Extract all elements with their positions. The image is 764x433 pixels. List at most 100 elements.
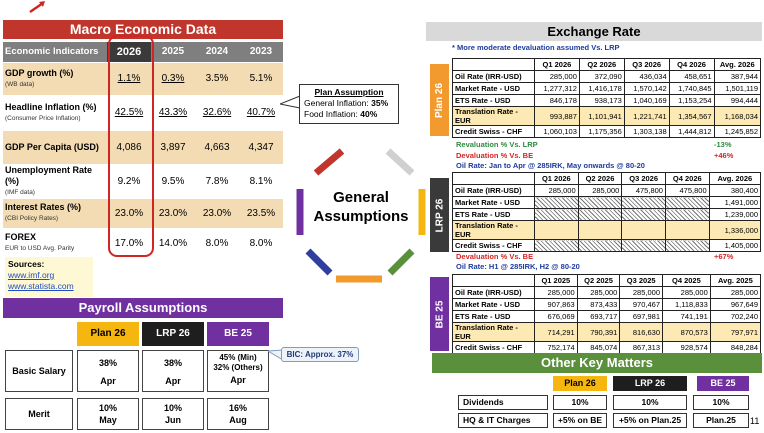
cell: 285,000 — [709, 286, 762, 299]
value: Aug — [229, 415, 247, 425]
side-label: BE 25 — [434, 300, 446, 328]
cell: Q4 2026 — [668, 58, 715, 71]
cell: 1,153,254 — [668, 94, 715, 107]
cell: 790,391 — [576, 322, 621, 342]
lrp-caption: Oil Rate: Jan to Apr @ 285IRK, May onwar… — [456, 161, 645, 170]
cell: 848,284 — [709, 341, 762, 354]
fx-side-be25: BE 25 — [430, 277, 449, 351]
fx-table-lrp26: Q1 2026 Q2 2026 Q3 2026 Q4 2026 Avg. 2026 Oi… — [452, 172, 762, 252]
cell: 285,000 — [534, 70, 580, 83]
cell: Avg. 2026 — [708, 172, 762, 185]
cell: 1,336,000 — [708, 220, 762, 240]
cell: Q2 2026 — [578, 58, 625, 71]
cell — [534, 208, 579, 221]
macro-table: Economic Indicators 2026 2025 2024 2023 … — [3, 42, 283, 259]
row-label: Oil Rate (IRR-USD) — [452, 70, 535, 83]
okm-cell: 10% — [553, 395, 607, 410]
sources-box: Sources: www.imf.org www.statista.com — [5, 257, 93, 297]
table-row: Credit Swiss - CHF 1,060,103 1,175,356 1,30… — [452, 125, 761, 138]
row-sub: EUR to USD Avg. Parity — [5, 245, 75, 252]
okm-cell: Plan.25 — [693, 413, 749, 428]
cell: 907,863 — [534, 298, 578, 311]
table-row: Credit Swiss - CHF 752,174 845,074 867,313 9… — [452, 341, 762, 354]
row-label: Translation Rate - EUR — [452, 220, 535, 240]
cell: 1,168,034 — [713, 106, 761, 126]
cell: 3.5% — [195, 62, 239, 96]
value: 38% — [163, 358, 182, 368]
cell: 870,573 — [662, 322, 711, 342]
cell: 1,416,178 — [578, 82, 625, 95]
plan-assumption-title: Plan Assumption — [314, 87, 384, 97]
cell: 4,086 — [107, 130, 151, 165]
cell: 1.1% — [107, 62, 151, 96]
be-caption: Oil Rate: H1 @ 285IRK, H2 @ 80-20 — [456, 262, 580, 271]
cell: 1,444,812 — [668, 125, 715, 138]
row-label: Oil Rate (IRR-USD) — [452, 286, 535, 299]
cell: 40.7% — [239, 95, 283, 131]
cell: 846,178 — [534, 94, 580, 107]
value: Jun — [164, 415, 181, 425]
cell: 867,313 — [619, 341, 664, 354]
source-link[interactable]: www.imf.org — [8, 270, 55, 280]
general-inflation-value: 35% — [371, 98, 389, 108]
cell: 8.1% — [239, 164, 283, 199]
okm-col-lrp: LRP 26 — [613, 376, 687, 391]
row-label: ETS Rate - USD — [452, 94, 535, 107]
row-label: Market Rate - USD — [452, 82, 535, 95]
table-row: Oil Rate (IRR-USD) 285,000 285,000 285,000 2… — [452, 286, 762, 299]
okm-row-label: HQ & IT Charges — [458, 413, 548, 428]
reval-value: -13% — [714, 140, 732, 149]
table-row: Translation Rate - EUR 1,336,000 — [452, 220, 762, 240]
cell: 285,000 — [662, 286, 711, 299]
cell: 0.3% — [151, 62, 195, 96]
cell: 14.0% — [151, 228, 195, 259]
cell: 693,717 — [576, 310, 621, 323]
cell: 8.0% — [195, 228, 239, 259]
payroll-title: Payroll Assumptions — [3, 298, 283, 318]
okm-cell: 10% — [693, 395, 749, 410]
cell: 1,221,741 — [623, 106, 670, 126]
cell: 43.3% — [151, 95, 195, 131]
col-header: 2025 — [151, 42, 195, 63]
general-assumptions-title: General Assumptions — [296, 188, 426, 226]
cell: 8.0% — [239, 228, 283, 259]
value: 45% (Min) — [219, 353, 257, 362]
cell — [621, 196, 666, 209]
cell: 676,069 — [534, 310, 578, 323]
food-inflation-label: Food Inflation: — [304, 109, 358, 119]
merit-plan: 10% May — [77, 398, 139, 430]
col-header: 2023 — [239, 42, 283, 63]
row-label: GDP Per Capita (USD) — [5, 141, 99, 152]
cell: 938,173 — [578, 94, 625, 107]
okm-row-label: Dividends — [458, 395, 548, 410]
source-link[interactable]: www.statista.com — [8, 281, 74, 291]
table-row: Interest Rates (%) (CBI Policy Rates) 23.… — [3, 198, 283, 229]
cell — [664, 208, 710, 221]
merit-be: 16% Aug — [207, 398, 269, 430]
cell: 23.5% — [239, 198, 283, 229]
cell: 1,118,833 — [662, 298, 711, 311]
red-arrow-icon — [29, 1, 45, 14]
reval-label: Revaluation % Vs. LRP — [456, 140, 538, 149]
fx-side-lrp26: LRP 26 — [430, 178, 449, 252]
cell: 285,000 — [619, 286, 664, 299]
table-row: GDP Per Capita (USD) 4,086 3,897 4,663 4… — [3, 130, 283, 165]
cell: 1,354,567 — [668, 106, 715, 126]
cell: 1,060,103 — [534, 125, 580, 138]
cell: 4,663 — [195, 130, 239, 165]
basic-salary-lrp: 38% Apr — [142, 350, 204, 392]
general-inflation-label: General Inflation: — [304, 98, 369, 108]
macro-title: Macro Economic Data — [3, 20, 283, 39]
okm-cell: 10% — [613, 395, 687, 410]
cell: 1,491,000 — [708, 196, 762, 209]
row-label — [452, 58, 535, 71]
side-label: Plan 26 — [434, 82, 445, 118]
fx-table-plan26: Q1 2026 Q2 2026 Q3 2026 Q4 2026 Avg. 2026 Oi… — [452, 58, 761, 138]
row-label — [452, 172, 535, 185]
cell: 23.0% — [107, 198, 151, 229]
cell: 752,174 — [534, 341, 578, 354]
octagon-segment-green — [387, 248, 415, 276]
row-label: Credit Swiss - CHF — [452, 125, 535, 138]
row-label: Interest Rates (%) — [5, 202, 82, 212]
cell: 4,347 — [239, 130, 283, 165]
